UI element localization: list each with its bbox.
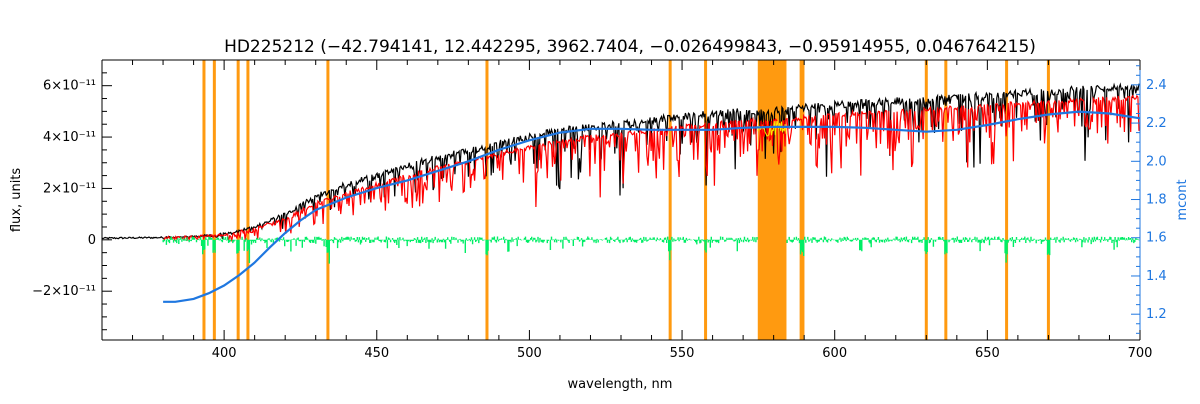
- series-model-flux: [163, 94, 1140, 242]
- axes-layer: 400 450 500 550 600 650 700 −2×10⁻¹¹ 0 2×10⁻¹¹ 4×1…: [32, 59, 1167, 361]
- masked-regions: [202, 60, 1050, 340]
- masked-line-12: [1005, 60, 1009, 340]
- y-tick-label: 2×10⁻¹¹: [43, 181, 96, 196]
- masked-line-9: [801, 60, 805, 340]
- y-tick-label: 4×10⁻¹¹: [43, 130, 96, 145]
- masked-line-11: [944, 60, 948, 340]
- x-tick-label: 450: [364, 346, 389, 361]
- x-axis-label: wavelength, nm: [568, 377, 673, 392]
- masked-line-2: [236, 60, 240, 340]
- masked-line-10: [924, 60, 928, 340]
- masked-line-5: [485, 60, 489, 340]
- series-observed-flux: [101, 82, 1140, 240]
- x-tick-label: 700: [1128, 346, 1153, 361]
- x-tick-label: 550: [670, 346, 695, 361]
- y2-tick-label: 2.4: [1146, 78, 1167, 93]
- y2-tick-label: 1.6: [1146, 231, 1167, 246]
- masked-line-8: [799, 60, 803, 340]
- y2-tick-label: 1.4: [1146, 269, 1167, 284]
- series-layer: [101, 82, 1141, 303]
- y2-axis-label: mcont: [1175, 179, 1190, 220]
- y-tick-label: 6×10⁻¹¹: [43, 79, 96, 94]
- masked-band: [757, 60, 787, 340]
- x-tick-label: 650: [975, 346, 1000, 361]
- x-tick-label: 400: [212, 346, 237, 361]
- y-tick-label: −2×10⁻¹¹: [32, 284, 96, 299]
- series-residuals: [162, 236, 1140, 264]
- masked-line-3: [246, 60, 250, 340]
- masked-line-13: [1046, 60, 1050, 340]
- y-tick-label: 0: [88, 233, 96, 248]
- y2-tick-label: 2.2: [1146, 116, 1167, 131]
- masked-line-0: [202, 60, 206, 340]
- y2-tick-label: 1.8: [1146, 193, 1167, 208]
- chart-title: HD225212 (−42.794141, 12.442295, 3962.74…: [224, 37, 1036, 57]
- masked-line-4: [326, 60, 330, 340]
- x-tick-label: 500: [517, 346, 542, 361]
- masked-line-6: [668, 60, 672, 340]
- x-tick-label: 600: [822, 346, 847, 361]
- masked-line-1: [212, 60, 216, 340]
- masked-line-7: [704, 60, 708, 340]
- y-axis-label: flux, units: [9, 168, 24, 233]
- y2-tick-label: 2.0: [1146, 154, 1167, 169]
- y2-tick-label: 1.2: [1146, 307, 1167, 322]
- series-mcont: [163, 110, 1141, 303]
